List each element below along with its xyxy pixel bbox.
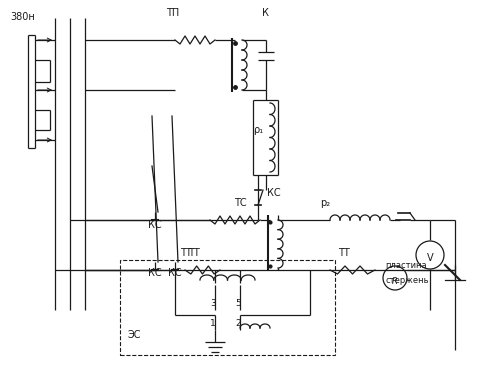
Text: ρ₁: ρ₁ <box>253 125 263 135</box>
Text: КС: КС <box>148 268 162 278</box>
Text: КС: КС <box>148 220 162 230</box>
Text: 380н: 380н <box>10 12 35 22</box>
Bar <box>120 260 335 355</box>
Text: пластина: пластина <box>385 261 427 270</box>
Text: 2: 2 <box>235 319 240 328</box>
Text: ЭС: ЭС <box>128 330 142 340</box>
Text: ТТ: ТТ <box>338 248 350 258</box>
Text: R: R <box>392 276 398 285</box>
Text: 3: 3 <box>210 299 216 308</box>
Text: 1: 1 <box>210 319 216 328</box>
Text: V: V <box>427 253 433 263</box>
Text: 5: 5 <box>235 299 241 308</box>
Text: р₂: р₂ <box>320 198 330 208</box>
Text: К: К <box>262 8 268 18</box>
Text: ТС: ТС <box>234 198 246 208</box>
Text: КС: КС <box>267 188 281 198</box>
Text: КС: КС <box>168 268 181 278</box>
Text: ТП: ТП <box>167 8 180 18</box>
Text: ТТ: ТТ <box>180 248 192 258</box>
Text: стержень: стержень <box>385 276 429 285</box>
Text: ТТ: ТТ <box>188 248 200 258</box>
